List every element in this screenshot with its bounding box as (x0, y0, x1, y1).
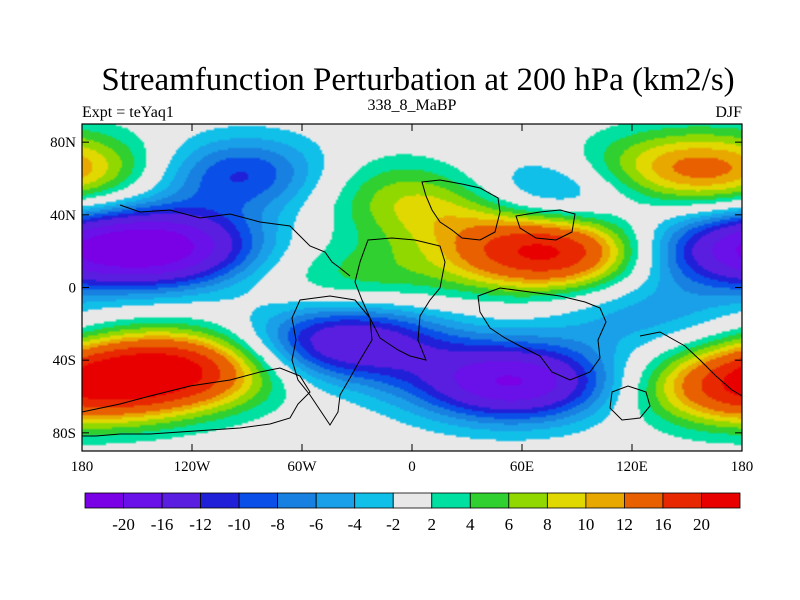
coastlines (81, 179, 743, 437)
colorbar-label: -4 (348, 515, 363, 534)
x-tick-label: 0 (408, 459, 416, 475)
x-tick-label: 120E (616, 459, 648, 475)
colorbar-swatch (624, 492, 664, 509)
x-tick-label: 120W (174, 459, 212, 475)
colorbar-swatch (277, 492, 317, 509)
colorbar-swatch (431, 492, 471, 509)
chart-title: Streamfunction Perturbation at 200 hPa (… (101, 62, 734, 98)
colorbar-swatch (84, 492, 124, 509)
colorbar-swatch (662, 492, 702, 509)
colorbar-label: 8 (543, 515, 552, 534)
colorbar-swatch (392, 492, 433, 509)
colorbar-label: -12 (189, 515, 212, 534)
x-tick-label: 60E (510, 459, 534, 475)
colorbar-label: 2 (428, 515, 437, 534)
y-tick-label: 80S (53, 426, 76, 442)
colorbar-label: -20 (112, 515, 135, 534)
x-axis: 180 120W 60W 0 60E 120E 180 (71, 124, 754, 475)
colorbar-label: -16 (151, 515, 174, 534)
colorbar-label: 6 (505, 515, 514, 534)
colorbar-label: 16 (654, 515, 671, 534)
map-area (81, 123, 743, 452)
colorbar-swatch (585, 492, 625, 509)
experiment-label: Expt = teYaq1 (82, 104, 174, 121)
x-tick-label: 60W (287, 459, 317, 475)
period-label: 338_8_MaBP (368, 97, 457, 114)
colorbar-label: -6 (309, 515, 323, 534)
colorbar-swatch (508, 492, 548, 509)
colorbar-swatch (354, 492, 394, 509)
y-tick-label: 0 (69, 281, 77, 297)
colorbar-swatch (200, 492, 240, 509)
streamfunction-field (82, 124, 742, 451)
colorbar-label: -2 (386, 515, 400, 534)
colorbar-label: 12 (616, 515, 633, 534)
colorbar-label: 10 (577, 515, 594, 534)
y-tick-label: 80N (50, 135, 76, 151)
colorbar-swatch (546, 492, 587, 509)
colorbar-swatch (315, 492, 356, 509)
colorbar-label: 4 (466, 515, 475, 534)
colorbar: -20 -16 -12 -10 -8 -6 -4 -2 2 4 6 8 10 12 16 20 (84, 492, 741, 534)
season-label: DJF (715, 104, 742, 121)
colorbar-swatch (469, 492, 510, 509)
colorbar-swatch (238, 492, 279, 509)
colorbar-swatch (123, 492, 163, 509)
colorbar-swatch (701, 492, 741, 509)
colorbar-label: 20 (693, 515, 710, 534)
x-tick-label: 180 (731, 459, 754, 475)
y-tick-label: 40S (53, 353, 76, 369)
y-axis: 80N 40N 0 40S 80S (50, 135, 742, 442)
colorbar-swatch (161, 492, 201, 509)
colorbar-label: -8 (271, 515, 285, 534)
x-tick-label: 180 (71, 459, 94, 475)
colorbar-label: -10 (228, 515, 251, 534)
y-tick-label: 40N (50, 208, 76, 224)
